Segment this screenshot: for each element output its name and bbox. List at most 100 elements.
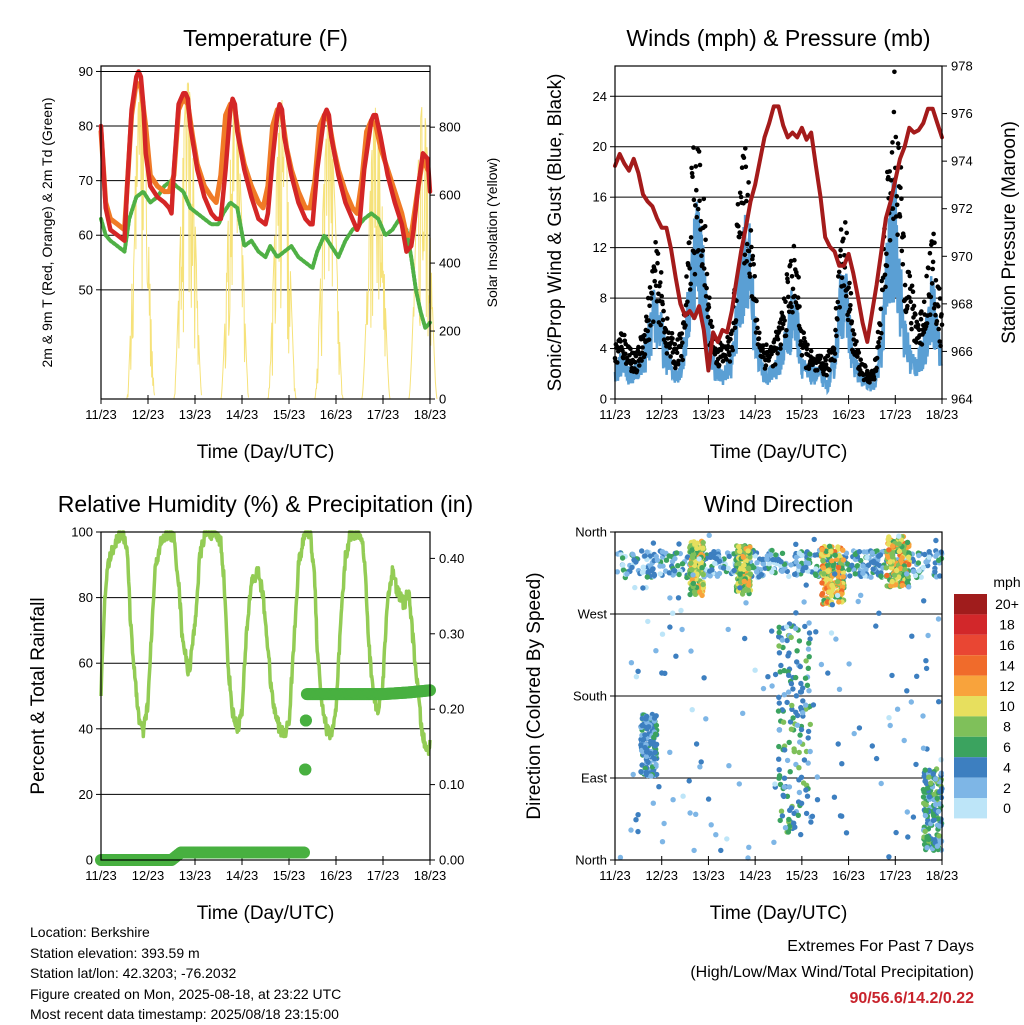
direction-point [786, 816, 792, 823]
gust-point [699, 253, 704, 258]
direction-point [794, 648, 800, 654]
direction-point [781, 784, 787, 790]
gust-point [741, 155, 747, 160]
y-right-axis-label: Station Pressure (Maroon) [999, 121, 1020, 344]
direction-point [647, 750, 653, 756]
direction-point [650, 800, 656, 806]
x-tick-label: 12/23 [645, 407, 678, 422]
direction-point [788, 726, 795, 732]
direction-point [828, 593, 835, 599]
direction-point [916, 568, 922, 574]
gust-point [747, 274, 753, 279]
direction-point [760, 685, 767, 692]
gust-point [836, 269, 842, 275]
direction-point [840, 557, 847, 563]
wind-series [613, 177, 943, 396]
y-tick-label: North [575, 853, 607, 868]
direction-point [689, 567, 695, 573]
direction-point [776, 773, 783, 779]
direction-point [797, 663, 803, 670]
gust-point [918, 316, 924, 322]
direction-point [713, 832, 719, 838]
direction-point [835, 544, 841, 550]
gust-point [801, 336, 807, 341]
gust-point [697, 198, 702, 204]
direction-point [701, 675, 707, 681]
direction-point [745, 548, 751, 554]
direction-point [873, 755, 880, 762]
x-tick-label: 17/23 [367, 407, 400, 422]
gust-point [754, 298, 759, 304]
direction-point [776, 743, 782, 750]
direction-point [687, 591, 693, 598]
legend-label: 4 [1003, 759, 1011, 775]
x-tick-label: 17/23 [879, 407, 912, 422]
gust-point [664, 351, 670, 356]
speed-legend: mph 20+ 18 16 14 12 10 8 6 4 2 0 [954, 574, 1021, 819]
gust-point [824, 372, 829, 378]
gust-point [736, 223, 741, 229]
direction-point [776, 643, 782, 649]
direction-point [742, 635, 748, 642]
gust-point [808, 348, 814, 354]
direction-point [794, 722, 801, 728]
x-tick-label: 16/23 [832, 407, 865, 422]
direction-point [803, 787, 809, 793]
gust-point [851, 332, 857, 337]
direction-point [781, 775, 788, 781]
gust-point [805, 342, 810, 348]
direction-point [775, 708, 782, 714]
gust-point [844, 230, 849, 236]
gust-point [879, 330, 884, 336]
direction-point [788, 681, 795, 687]
direction-point [793, 674, 799, 681]
gust-point [928, 294, 934, 300]
gust-point [924, 321, 930, 326]
direction-point [837, 813, 844, 819]
x-axis-label: Time (Day/UTC) [197, 903, 335, 924]
gust-point [725, 343, 731, 349]
plot-frame [100, 65, 431, 400]
x-tick-label: 12/23 [645, 868, 678, 883]
gust-point [932, 240, 937, 245]
gust-point [823, 362, 829, 367]
direction-point [752, 553, 758, 559]
direction-point [789, 702, 795, 709]
direction-point [777, 781, 784, 788]
y-right-tick-label: 200 [439, 324, 461, 339]
direction-point [712, 560, 718, 566]
direction-point [745, 855, 751, 861]
direction-point [904, 579, 910, 585]
legend-swatch [954, 675, 987, 696]
direction-point [648, 773, 654, 779]
direction-point [787, 769, 793, 775]
direction-point [657, 571, 663, 577]
gust-point [684, 274, 689, 279]
direction-point [813, 566, 819, 572]
dewpoint-series [99, 178, 432, 330]
direction-point [834, 592, 841, 599]
direction-point [738, 566, 744, 572]
gust-point [930, 259, 936, 265]
direction-point [876, 610, 882, 616]
gust-point [914, 340, 919, 345]
direction-point [926, 554, 932, 560]
direction-point [778, 662, 784, 669]
temperature-chart: 50 60 70 80 90 11/23 12/23 13/23 14/23 15/23 16/23… [39, 25, 500, 463]
gust-point [832, 358, 837, 363]
gust-point [622, 332, 627, 338]
gust-point [908, 299, 913, 305]
direction-point [736, 781, 742, 787]
direction-point [902, 566, 908, 573]
gust-point [679, 331, 685, 336]
gust-point [884, 263, 890, 269]
direction-point [709, 567, 715, 573]
y-tick-label: 80 [79, 590, 93, 605]
gust-point [901, 233, 906, 239]
direction-point [874, 561, 880, 567]
gust-point [730, 328, 735, 334]
direction-point [789, 706, 795, 712]
legend-label: 14 [999, 657, 1015, 673]
direction-point [910, 814, 917, 820]
gust-point [619, 344, 624, 350]
